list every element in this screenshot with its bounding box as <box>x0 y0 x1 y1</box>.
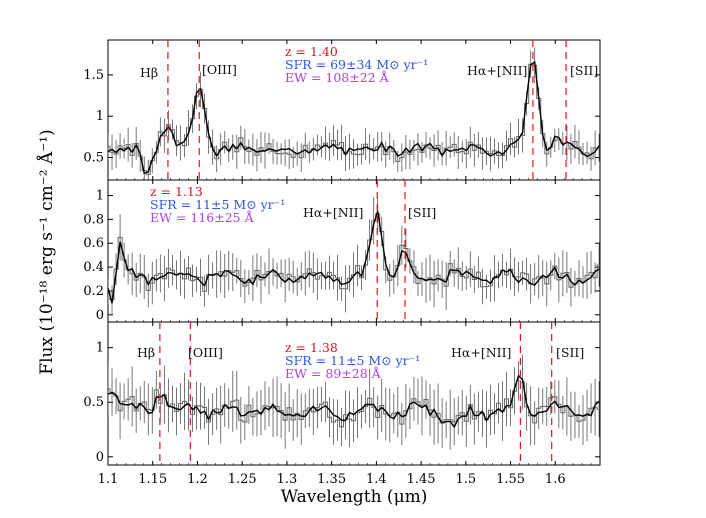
spectrum <box>108 197 600 315</box>
emission-line-label: Hα+[NII] <box>303 205 363 220</box>
ew-label: EW = 89±28 Å <box>285 366 382 381</box>
panel-1 <box>107 39 601 181</box>
observed-flux-step <box>108 63 600 175</box>
ew-label: EW = 108±22 Å <box>285 70 390 85</box>
y-tick-label: 1 <box>96 109 104 124</box>
x-tick-label: 1.55 <box>496 472 525 487</box>
x-tick-label: 1.35 <box>317 472 346 487</box>
y-tick-label: 0.2 <box>83 284 104 299</box>
emission-line-label: [SII] <box>570 63 598 78</box>
redshift-label: z = 1.40 <box>285 44 338 59</box>
emission-line-label: [SII] <box>408 205 436 220</box>
y-tick-label: 0 <box>96 450 104 465</box>
emission-line-label: [OIII] <box>188 345 223 360</box>
y-tick-label: 0.5 <box>83 150 104 165</box>
sfr-label: SFR = 69±34 M⊙ yr⁻¹ <box>285 57 428 72</box>
x-tick-label: 1.6 <box>545 472 566 487</box>
spectrum <box>108 47 600 180</box>
y-tick-label: 1 <box>96 189 104 204</box>
observed-flux-step <box>108 213 600 301</box>
panel-3 <box>107 321 601 466</box>
y-tick-label: 0.5 <box>83 395 104 410</box>
x-tick-label: 1.2 <box>187 472 208 487</box>
emission-line-label: Hβ <box>137 345 155 360</box>
y-tick-label: 0.8 <box>83 212 104 227</box>
model-flux-line <box>108 210 600 304</box>
redshift-label: z = 1.13 <box>150 184 203 199</box>
model-flux-line <box>108 374 600 429</box>
x-tick-label: 1.4 <box>366 472 387 487</box>
y-tick-label: 1 <box>96 341 104 356</box>
x-axis-title: Wavelength (μm) <box>281 487 428 507</box>
y-tick-label: 0.4 <box>83 260 104 275</box>
emission-line-label: [SII] <box>556 345 584 360</box>
y-tick-label: 0.6 <box>83 236 104 251</box>
x-tick-label: 1.5 <box>455 472 476 487</box>
redshift-label: z = 1.38 <box>285 340 338 355</box>
x-tick-label: 1.45 <box>407 472 436 487</box>
spectrum <box>108 354 600 450</box>
sfr-label: SFR = 11±5 M⊙ yr⁻¹ <box>285 353 420 368</box>
emission-line-label: Hα+[NII] <box>451 345 511 360</box>
x-tick-label: 1.3 <box>277 472 298 487</box>
y-tick-label: 1.5 <box>83 68 104 83</box>
model-flux-line <box>108 60 600 175</box>
ew-label: EW = 116±25 Å <box>150 210 255 225</box>
x-tick-label: 1.25 <box>228 472 257 487</box>
x-tick-label: 1.15 <box>138 472 167 487</box>
emission-line-label: Hβ <box>140 65 158 80</box>
y-axis-title: Flux (10⁻¹⁸ erg s⁻¹ cm⁻² Å⁻¹) <box>36 129 57 374</box>
x-tick-label: 1.1 <box>98 472 119 487</box>
sfr-label: SFR = 11±5 M⊙ yr⁻¹ <box>150 197 285 212</box>
emission-line-label: [OIII] <box>202 62 237 77</box>
emission-line-label: Hα+[NII] <box>467 63 527 78</box>
panel-frame <box>107 321 601 466</box>
y-tick-label: 0 <box>96 308 104 323</box>
